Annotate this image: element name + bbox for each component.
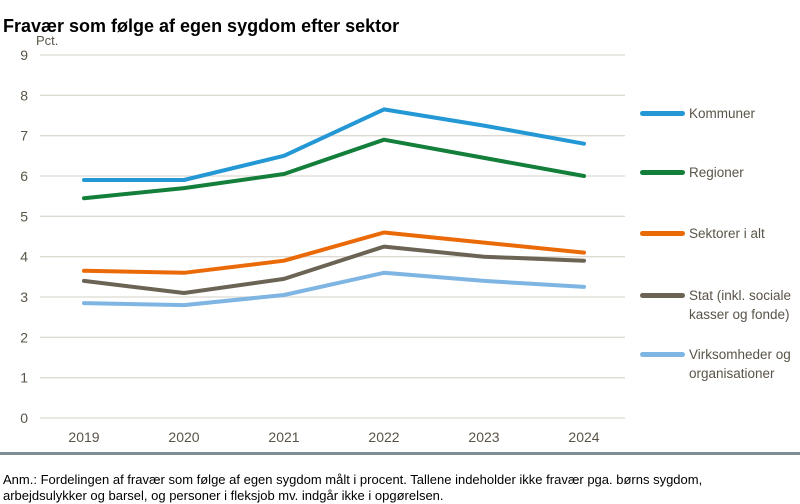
- legend-swatch-virksomheder: [640, 352, 685, 357]
- series-line-sektorer: [82, 230, 586, 275]
- legend-item-stat: Stat (inkl. sociale kasser og fonde): [640, 286, 800, 324]
- x-tick-label: 2019: [68, 429, 99, 445]
- footnote: Anm.: Fordelingen af fravær som følge af…: [3, 472, 703, 503]
- legend-item-sektorer-i-alt: Sektorer i alt: [640, 224, 800, 243]
- y-tick-label: 1: [20, 370, 28, 386]
- y-tick-label: 8: [20, 87, 28, 103]
- y-axis-unit-label: Pct.: [36, 33, 59, 48]
- y-tick-label: 7: [20, 128, 28, 144]
- line-chart: 0 1 2 3 4 5 6 7 8 9 2019 2020 2021 2022 2023 2024: [20, 47, 625, 445]
- y-tick-label: 6: [20, 168, 28, 184]
- legend-label: Virksomheder og organisationer: [689, 347, 791, 381]
- legend-swatch-kommuner: [640, 111, 685, 116]
- legend-swatch-sektorer-i-alt: [640, 231, 685, 236]
- x-tick-label: 2023: [468, 429, 499, 445]
- x-tick-label: 2020: [168, 429, 199, 445]
- series-line-kommuner: [82, 107, 586, 182]
- y-tick-label: 2: [20, 329, 28, 345]
- legend-label: Regioner: [689, 165, 744, 180]
- legend-swatch-regioner: [640, 170, 685, 175]
- y-tick-label: 5: [20, 208, 28, 224]
- legend-swatch-stat: [640, 293, 685, 298]
- footer-divider: [0, 452, 800, 455]
- legend-label: Kommuner: [689, 106, 756, 121]
- series-line-regioner: [82, 137, 586, 201]
- y-tick-label: 3: [20, 289, 28, 305]
- legend-item-virksomheder: Virksomheder og organisationer: [640, 345, 800, 383]
- legend-item-regioner: Regioner: [640, 163, 800, 182]
- series-line-stat: [82, 244, 586, 295]
- x-tick-label: 2024: [568, 429, 599, 445]
- page-title: Fravær som følge af egen sygdom efter se…: [3, 16, 400, 37]
- legend-label: Sektorer i alt: [689, 226, 765, 241]
- legend-item-kommuner: Kommuner: [640, 104, 800, 123]
- y-tick-label: 9: [20, 47, 28, 63]
- x-tick-label: 2022: [368, 429, 399, 445]
- y-tick-label: 4: [20, 249, 28, 265]
- y-tick-label: 0: [20, 410, 28, 426]
- legend-label: Stat (inkl. sociale kasser og fonde): [689, 288, 792, 322]
- x-tick-label: 2021: [268, 429, 299, 445]
- series-line-virksomheder: [82, 270, 586, 308]
